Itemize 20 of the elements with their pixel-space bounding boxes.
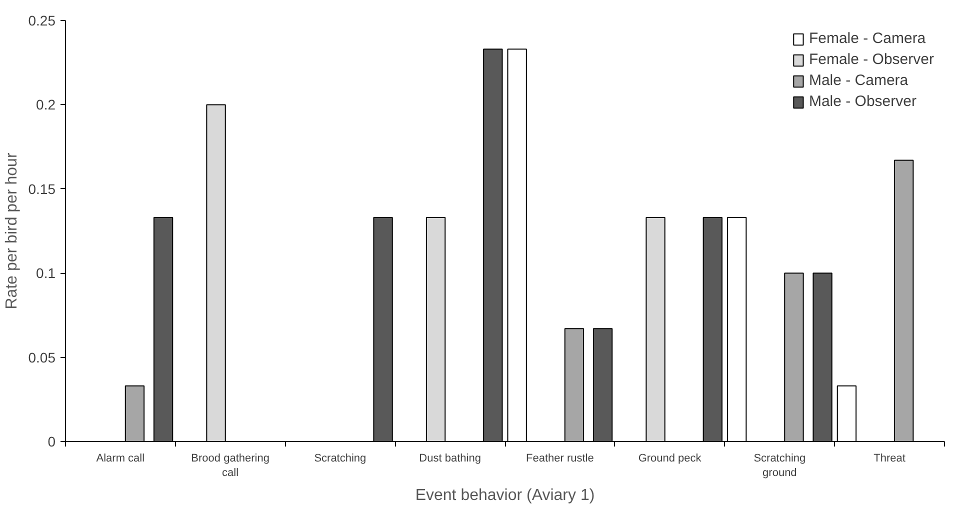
legend-label: Female - Camera <box>808 30 926 47</box>
x-tick-label: Alarm call <box>96 452 145 464</box>
x-tick-label: Threat <box>874 452 906 464</box>
x-tick-label: Dust bathing <box>419 452 481 464</box>
y-tick-label: 0.05 <box>28 349 56 366</box>
legend-label: Male - Observer <box>808 93 916 110</box>
x-tick-label: Brood gathering call <box>191 452 270 479</box>
x-tick-label: Scratching ground <box>754 452 806 479</box>
x-axis-title: Event behavior (Aviary 1) <box>415 486 595 504</box>
y-tick-label: 0.15 <box>28 180 56 197</box>
y-tick-label: 0.2 <box>36 96 56 113</box>
y-tick-label: 0.25 <box>28 12 56 28</box>
x-tick-label: Feather rustle <box>526 452 594 464</box>
y-tick-label: 0 <box>48 434 56 450</box>
y-axis-title: Rate per bird per hour <box>3 152 20 310</box>
y-tick-label: 0.1 <box>36 265 56 282</box>
legend-label: Female - Observer <box>808 51 934 68</box>
x-tick-label: Scratching <box>314 452 366 464</box>
legend-label: Male - Camera <box>808 72 908 89</box>
x-tick-label: Ground peck <box>638 452 702 464</box>
